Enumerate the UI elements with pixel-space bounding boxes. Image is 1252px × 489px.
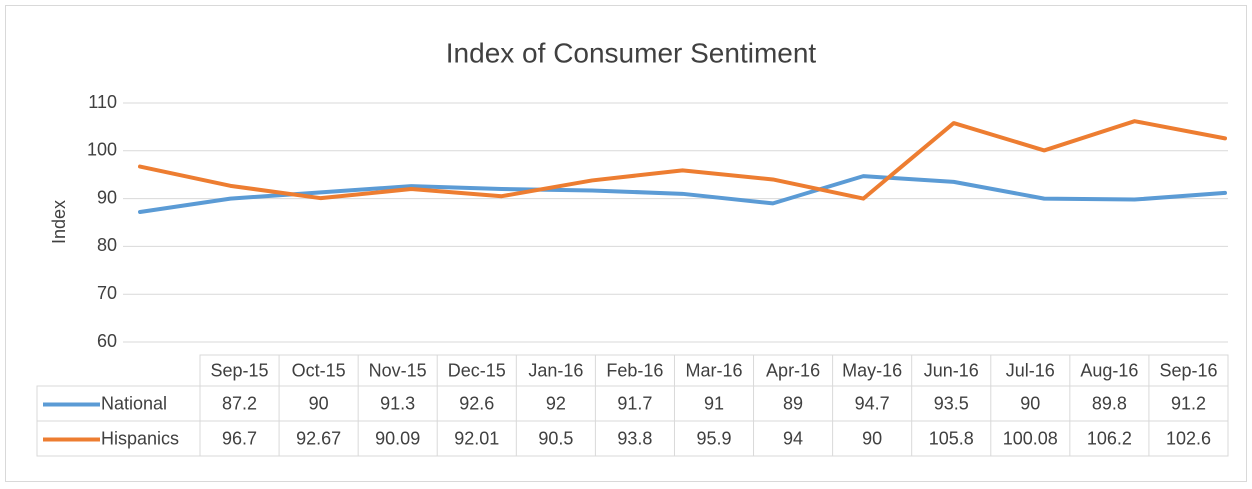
legend-label: National (101, 393, 167, 413)
table-header: Oct-15 (292, 360, 346, 380)
table-header: Nov-15 (369, 360, 427, 380)
table-value: 92.01 (454, 428, 499, 448)
table-value: 90 (862, 428, 882, 448)
table-value: 90.5 (538, 428, 573, 448)
table-value: 102.6 (1166, 428, 1211, 448)
table-value: 100.08 (1003, 428, 1058, 448)
table-value: 91.2 (1171, 393, 1206, 413)
table-value: 96.7 (222, 428, 257, 448)
table-value: 94.7 (855, 393, 890, 413)
table-header: Mar-16 (685, 360, 742, 380)
table-value: 92.6 (459, 393, 494, 413)
series-line (138, 174, 1227, 214)
table-header: May-16 (842, 360, 902, 380)
table-header: Sep-16 (1159, 360, 1217, 380)
y-tick-label: 80 (97, 235, 117, 255)
table-value: 106.2 (1087, 428, 1132, 448)
table-value: 90 (309, 393, 329, 413)
table-header: Jul-16 (1006, 360, 1055, 380)
table-value: 91.7 (617, 393, 652, 413)
table-value: 91 (704, 393, 724, 413)
table-header: Feb-16 (606, 360, 663, 380)
y-tick-label: 70 (97, 283, 117, 303)
table-value: 89.8 (1092, 393, 1127, 413)
table-header: Dec-15 (448, 360, 506, 380)
chart-border (5, 5, 1247, 482)
table-header: Sep-15 (211, 360, 269, 380)
series-line (138, 119, 1227, 201)
table-value: 87.2 (222, 393, 257, 413)
y-tick-label: 90 (97, 187, 117, 207)
table-value: 93.8 (617, 428, 652, 448)
table-value: 92.67 (296, 428, 341, 448)
table-value: 91.3 (380, 393, 415, 413)
y-tick-label: 110 (88, 92, 117, 112)
table-value: 105.8 (929, 428, 974, 448)
table-value: 92 (546, 393, 566, 413)
table-value: 94 (783, 428, 803, 448)
table-value: 93.5 (934, 393, 969, 413)
table-value: 90.09 (375, 428, 420, 448)
table-header: Jun-16 (924, 360, 979, 380)
y-tick-label: 60 (97, 331, 117, 351)
y-tick-label: 100 (87, 140, 117, 160)
table-header: Apr-16 (766, 360, 820, 380)
chart-title: Index of Consumer Sentiment (446, 37, 817, 68)
table-value: 95.9 (696, 428, 731, 448)
legend-label: Hispanics (101, 428, 179, 448)
table-value: 89 (783, 393, 803, 413)
table-header: Aug-16 (1080, 360, 1138, 380)
table-value: 90 (1020, 393, 1040, 413)
y-axis-label: Index (49, 200, 69, 244)
table-header: Jan-16 (528, 360, 583, 380)
